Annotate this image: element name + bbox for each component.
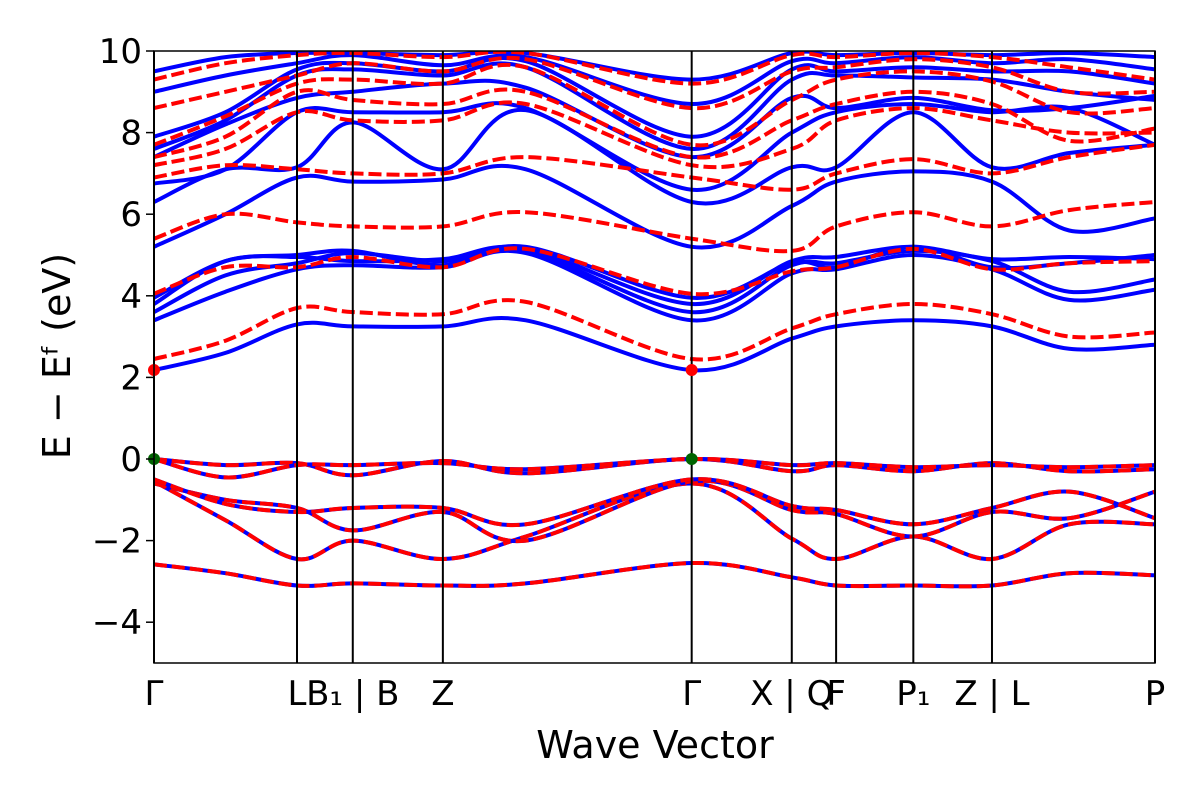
spin-down-band (154, 560, 1155, 589)
y-tick-label: 8 (120, 114, 142, 154)
y-tick-label: 0 (120, 440, 142, 480)
cbm-marker (685, 364, 698, 377)
spin-down-band (154, 200, 1155, 254)
x-tick-label: P (1145, 674, 1166, 714)
y-tick-label: 4 (120, 277, 142, 317)
y-axis-label: E − Eᶠ (eV) (35, 253, 79, 459)
x-axis: Γ L B₁ | B Z Γ X | QF P₁ Z | L P (145, 674, 1166, 714)
x-tick-label: Γ (145, 674, 164, 714)
y-tick-label: −2 (92, 522, 142, 562)
y-tick-label: 10 (99, 32, 142, 72)
y-tick-label: −4 (92, 603, 142, 643)
x-tick-label: Z | L (954, 674, 1029, 714)
x-tick-label: Γ (682, 674, 701, 714)
y-tick-label: 2 (120, 358, 142, 398)
plot-area (148, 50, 1156, 664)
spin-down-band (154, 56, 1155, 111)
band-lines (154, 51, 1155, 589)
spin-down-band (154, 477, 1155, 528)
spin-up-band (154, 108, 1155, 206)
spin-down-band (154, 456, 1155, 480)
x-tick-label: L (288, 674, 307, 714)
vbm-marker (685, 453, 698, 465)
spin-down-band (154, 246, 1155, 297)
x-axis-label: Wave Vector (536, 723, 774, 767)
x-tick-label: F (826, 674, 846, 714)
x-tick-label: B₁ | B (306, 674, 399, 714)
plot-frame (153, 50, 1156, 664)
x-tick-label: P₁ (896, 674, 930, 714)
y-axis: −4 −2 0 2 4 6 8 10 (92, 32, 154, 643)
x-tick-label: Z (431, 674, 454, 714)
spin-up-band (154, 316, 1155, 373)
x-tick-label: X | Q (750, 674, 833, 714)
y-tick-label: 6 (120, 195, 142, 235)
